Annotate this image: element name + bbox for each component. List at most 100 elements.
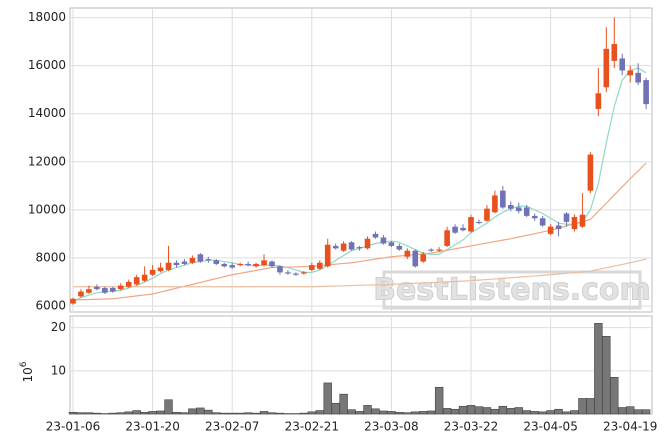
volume-bar	[434, 386, 444, 415]
candle-body	[587, 154, 594, 191]
watermark-text: BestListens.com	[373, 273, 651, 308]
candle-body	[70, 298, 76, 304]
candle-body	[388, 242, 395, 246]
volume-bar	[633, 409, 643, 415]
volume-bar	[68, 411, 78, 415]
volume-bar	[251, 412, 261, 415]
x-tick-label: 23-03-08	[364, 420, 418, 434]
volume-bar	[474, 406, 484, 415]
candle-body	[173, 262, 180, 266]
volume-bar	[212, 412, 221, 415]
candle-body	[404, 250, 411, 257]
volume-bar	[395, 411, 404, 415]
candle-body	[468, 217, 474, 232]
volume-bar	[403, 412, 412, 415]
candle-body	[245, 263, 251, 266]
volume-bar	[180, 412, 189, 415]
candle-body	[165, 262, 172, 270]
candle-body	[205, 259, 212, 261]
candle-body	[94, 286, 100, 290]
candle-body	[86, 289, 92, 293]
volume-bar	[554, 408, 563, 415]
volume-bar	[411, 411, 420, 415]
volume-bar	[363, 405, 372, 415]
candle-body	[579, 214, 586, 227]
candle-body	[261, 260, 267, 266]
volume-bar	[124, 411, 133, 415]
x-tick-label: 23-02-21	[285, 420, 339, 434]
candle-body	[285, 272, 291, 274]
volume-bar	[132, 410, 141, 415]
candle-body	[627, 70, 633, 76]
candle-body	[563, 213, 570, 222]
volume-bar	[355, 411, 364, 415]
candle-body	[603, 48, 610, 88]
candle-body	[643, 80, 649, 105]
candle-body	[277, 266, 283, 273]
candle-body	[364, 238, 371, 249]
y-tick-label: 18000	[28, 10, 66, 24]
x-tick-label: 23-04-05	[523, 420, 577, 434]
volume-bar	[172, 411, 181, 415]
volume-bar	[76, 412, 86, 415]
candle-body	[531, 215, 538, 219]
candle-body	[547, 226, 554, 234]
volume-bar	[188, 408, 197, 415]
candle-body	[484, 208, 490, 221]
candle-body	[117, 285, 124, 290]
candle-body	[316, 262, 323, 269]
candle-body	[157, 267, 164, 272]
candle-body	[635, 72, 641, 83]
volume-bar	[442, 408, 452, 415]
plot: 23-01-06 23-01-20 23-02-07 23-02-21 23-03-08…	[28, 8, 657, 434]
x-tick-label: 23-01-20	[125, 420, 179, 434]
volume-bar	[339, 393, 348, 415]
candle-body	[110, 287, 116, 292]
volume-bar	[514, 407, 523, 415]
candle-body	[619, 58, 626, 71]
volume-bar	[92, 412, 102, 415]
price-panel	[69, 7, 653, 313]
candle-body	[595, 93, 602, 109]
volume-bar	[426, 410, 436, 415]
volume-bar	[220, 412, 229, 415]
volume-bar	[498, 405, 508, 415]
candle-body	[492, 195, 498, 213]
y-tick-label: 10	[51, 363, 66, 377]
volume-bar	[466, 405, 476, 415]
candle-body	[332, 245, 339, 249]
volume-bar	[538, 411, 547, 415]
volume-bar	[228, 412, 237, 415]
candle-body	[356, 247, 363, 249]
candle-body	[189, 257, 196, 263]
volume-bar	[641, 409, 651, 415]
candle-body	[571, 217, 578, 230]
volume-bar	[156, 410, 165, 415]
volume-bar	[610, 377, 619, 415]
y-tick-label: 8000	[35, 250, 66, 264]
volume-bar	[458, 405, 468, 415]
candle-body	[348, 242, 355, 250]
volume-bar	[204, 409, 213, 415]
volume-bar	[530, 411, 539, 415]
volume-bar	[148, 411, 157, 415]
volume-bar	[586, 398, 595, 415]
volume-bar	[490, 408, 500, 415]
candle-body	[380, 237, 387, 244]
candle-body	[444, 230, 450, 246]
volume-bar	[594, 323, 603, 415]
volume-bar	[140, 411, 149, 415]
candle-body	[149, 269, 156, 275]
moving-average-line	[73, 258, 647, 288]
candle-body	[133, 277, 140, 285]
y-tick-label: 20	[51, 320, 66, 334]
volume-bar	[116, 412, 125, 415]
candle-body	[340, 243, 347, 251]
candle-body	[269, 261, 275, 267]
volume-bar	[506, 408, 515, 415]
x-tick-label: 23-01-06	[46, 420, 100, 434]
candle-body	[213, 260, 220, 264]
candle-body	[324, 244, 331, 267]
volume-panel	[69, 315, 653, 415]
candle-body	[539, 218, 546, 226]
